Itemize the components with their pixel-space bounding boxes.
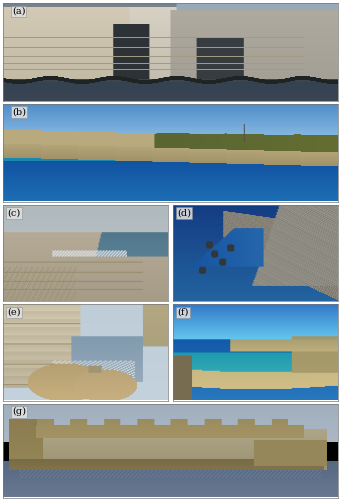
Text: (c): (c)	[8, 208, 21, 218]
Text: (b): (b)	[12, 108, 26, 116]
Text: (e): (e)	[8, 308, 21, 317]
Text: (a): (a)	[12, 7, 25, 16]
Text: (g): (g)	[12, 408, 26, 416]
Text: (d): (d)	[177, 208, 191, 218]
Text: (f): (f)	[177, 308, 188, 317]
